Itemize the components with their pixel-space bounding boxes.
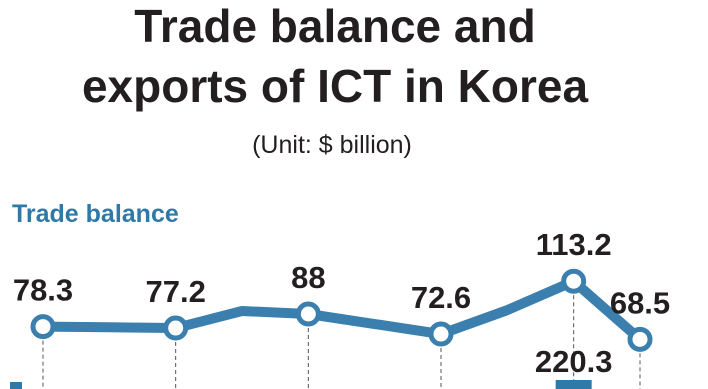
data-label: 220.3 <box>535 344 613 379</box>
bar <box>555 380 592 389</box>
data-label: 113.2 <box>536 227 612 262</box>
data-label: 88 <box>291 260 325 295</box>
data-label: 72.6 <box>411 280 471 315</box>
marker <box>561 268 587 294</box>
marker <box>163 315 189 341</box>
chart-title: exports of ICT in Korea <box>82 60 588 112</box>
data-label: 78.3 <box>13 273 73 308</box>
marker <box>295 301 321 327</box>
data-label: 77.2 <box>145 274 205 309</box>
marker <box>428 321 454 347</box>
series-name: Trade balance <box>12 200 179 228</box>
decoration <box>10 382 22 389</box>
marker <box>30 314 56 340</box>
marker <box>627 326 653 352</box>
line <box>38 276 645 345</box>
data-label: 68.5 <box>610 285 670 320</box>
chart-title: Trade balance and <box>134 0 535 52</box>
chart-subtitle: (Unit: $ billion) <box>252 131 412 159</box>
